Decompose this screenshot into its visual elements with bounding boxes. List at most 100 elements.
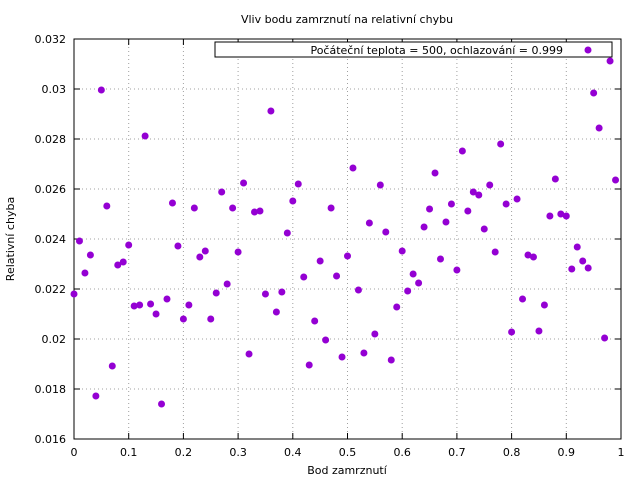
data-point [245,350,253,358]
data-point [147,300,155,308]
data-point [365,219,373,227]
data-point [415,279,423,287]
data-point [333,272,341,280]
y-tick-label: 0.016 [35,433,67,446]
data-point [557,210,565,218]
y-tick-label: 0.02 [42,333,67,346]
data-point [447,200,455,208]
data-point [201,247,209,255]
data-point [431,169,439,177]
data-point [327,204,335,212]
data-point [601,334,609,342]
data-point [218,188,226,196]
data-point [595,124,603,132]
data-point [458,147,466,155]
data-point [420,223,428,231]
data-point [163,295,171,303]
data-point [590,89,598,97]
data-point [322,336,330,344]
x-axis-tick-labels: 0 0.1 0.2 0.3 0.4 0.5 0.6 0.7 0.8 0.9 1 [71,446,625,459]
data-point [338,353,346,361]
data-point [81,269,89,277]
data-point [546,212,554,220]
data-point [519,295,527,303]
data-point [376,181,384,189]
data-point [371,330,379,338]
x-tick-label: 0.6 [393,446,411,459]
data-point [119,258,127,266]
data-point [136,301,144,309]
data-point [540,301,548,309]
x-tick-label: 1 [618,446,625,459]
data-point [130,302,138,310]
x-tick-label: 0.3 [229,446,247,459]
data-point [114,261,122,269]
data-point [469,188,477,196]
y-axis-tick-labels: 0.016 0.018 0.02 0.022 0.024 0.026 0.028 0.03 0.… [35,33,67,446]
data-point [141,132,149,140]
data-point [125,241,133,249]
data-point [497,140,505,148]
data-point [251,208,259,216]
data-point [240,179,248,187]
data-point [502,200,510,208]
data-point [316,257,324,265]
data-point [267,107,275,115]
data-point [551,175,559,183]
data-point [289,197,297,205]
data-point [223,280,231,288]
data-point [185,301,193,309]
data-point [573,243,581,251]
data-point [278,288,286,296]
x-tick-label: 0 [71,446,78,459]
data-point [529,253,537,261]
data-point [404,287,412,295]
data-point [354,286,362,294]
y-tick-label: 0.032 [35,33,67,46]
legend-label: Počáteční teplota = 500, ochlazování = 0… [310,44,563,57]
y-tick-label: 0.024 [35,233,67,246]
data-point [97,86,105,94]
x-tick-label: 0.8 [503,446,521,459]
data-point [256,207,264,215]
data-point [491,248,499,256]
data-point [305,361,313,369]
y-tick-label: 0.026 [35,183,67,196]
data-point [442,218,450,226]
data-point [92,392,100,400]
x-tick-label: 0.9 [558,446,576,459]
x-tick-label: 0.1 [120,446,138,459]
data-point [75,237,83,245]
data-point [398,247,406,255]
data-point [344,252,351,260]
data-points [70,57,620,408]
data-point [212,289,220,297]
data-point [360,349,368,357]
data-point [272,308,280,316]
data-point [108,362,116,370]
data-point [464,207,472,215]
data-point [86,251,94,259]
y-tick-label: 0.018 [35,383,67,396]
data-point [584,264,592,272]
data-point [475,191,483,199]
data-point [508,328,516,336]
data-point [513,195,521,203]
x-tick-label: 0.2 [175,446,193,459]
data-point [382,228,390,236]
legend: Počáteční teplota = 500, ochlazování = 0… [214,41,613,58]
data-point [311,317,319,325]
grid-lines [73,38,622,440]
data-point [190,204,198,212]
data-point [393,303,401,311]
legend-box [214,41,613,58]
data-point [480,225,488,233]
data-point [453,266,461,274]
data-point [174,242,182,250]
data-point [294,180,302,188]
data-point [283,229,291,237]
legend-marker [584,46,592,54]
data-point [261,290,269,298]
x-tick-label: 0.4 [284,446,302,459]
data-point [409,270,417,278]
